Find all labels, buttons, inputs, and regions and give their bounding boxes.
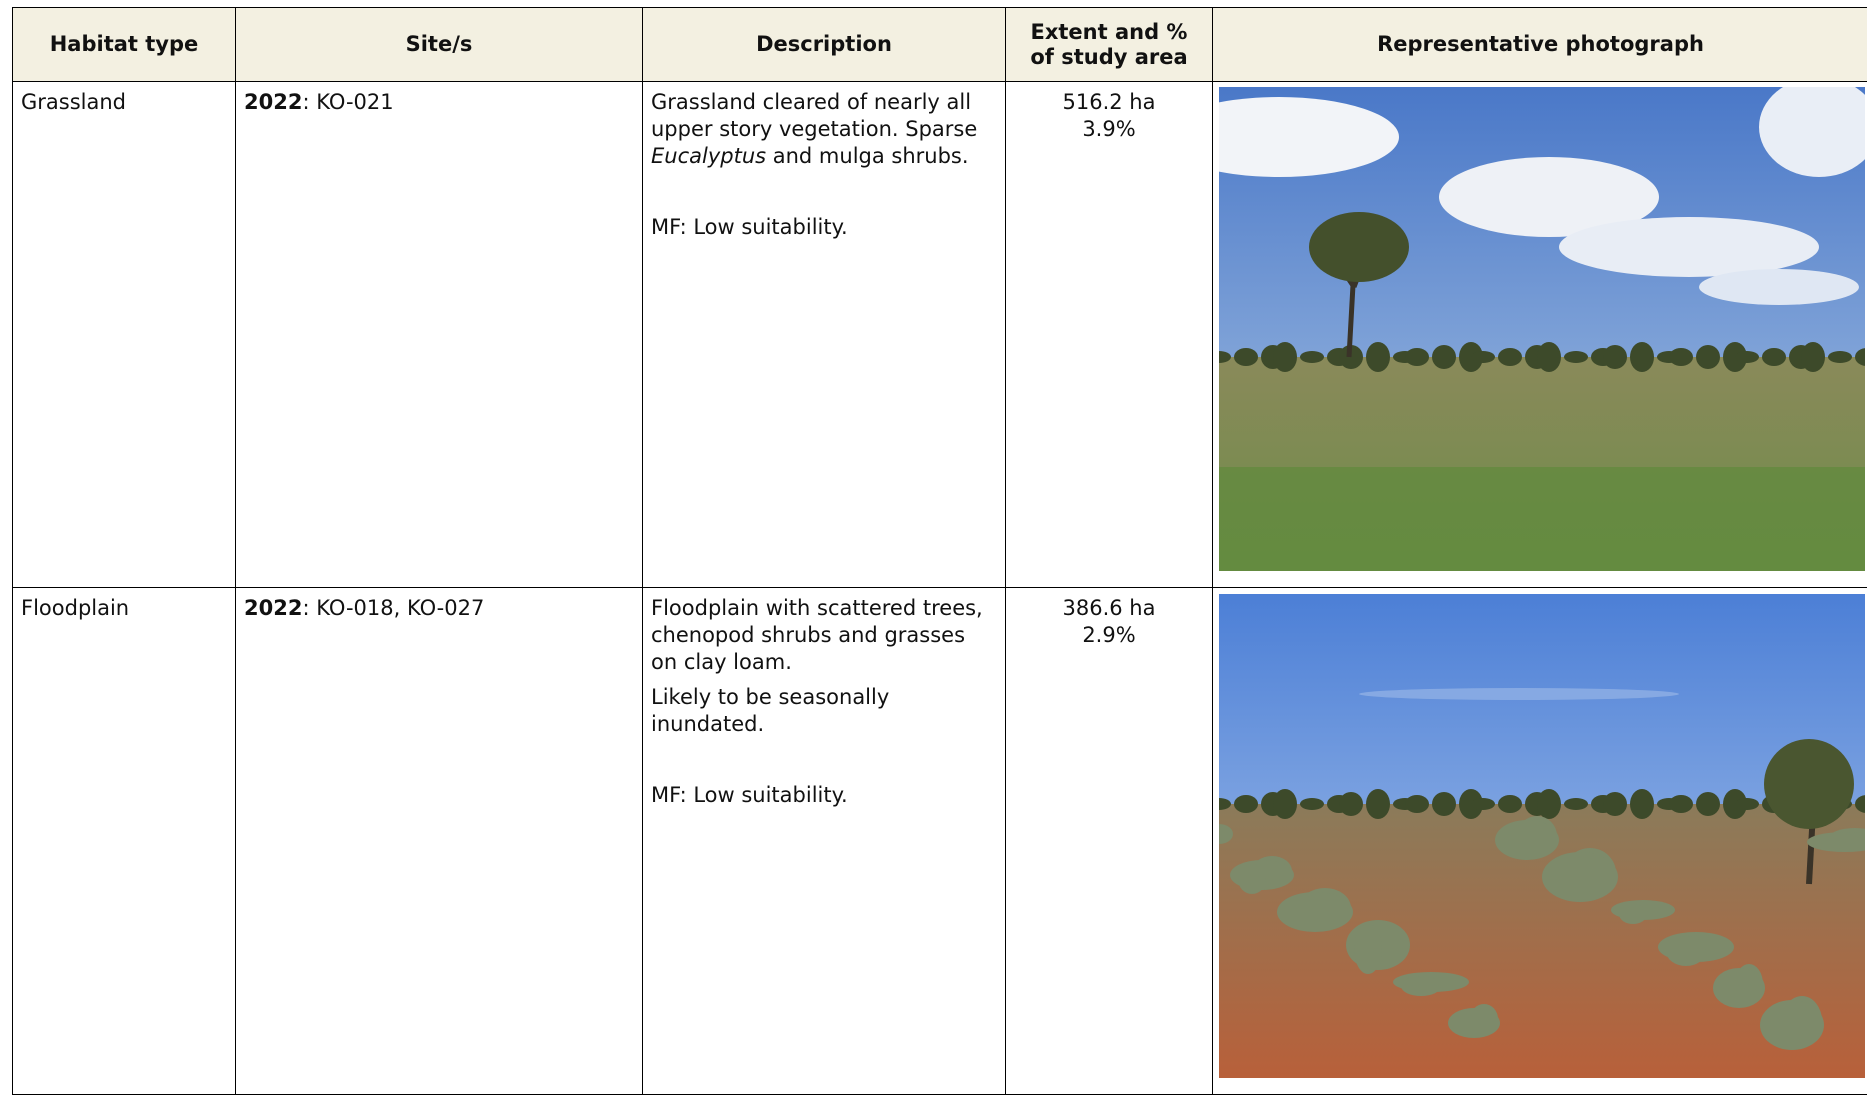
header-cell: Representative photograph (1212, 7, 1867, 82)
extent-value: 516.2 ha (1014, 89, 1204, 116)
description-cell: Floodplain with scattered trees, chenopo… (642, 587, 1006, 1095)
sites-cell: 2022: KO-018, KO-027 (235, 587, 643, 1095)
sites-cell: 2022: KO-021 (235, 81, 643, 588)
description-paragraph: MF: Low suitability. (651, 782, 997, 809)
representative-photograph (1219, 87, 1865, 571)
page: Habitat type Site/s Description Extent and … (0, 0, 1867, 1090)
representative-photograph (1219, 594, 1865, 1078)
sites-text: 2022: KO-021 (244, 89, 634, 116)
header-text: Description (756, 32, 892, 57)
site-list: : KO-021 (302, 90, 393, 114)
extent-value: 386.6 ha (1014, 595, 1204, 622)
habitat-type: Grassland (21, 89, 227, 116)
header-cell: Habitat type (12, 7, 236, 82)
site-year: 2022 (244, 90, 302, 114)
description-text: MF: Low suitability. (651, 215, 848, 239)
header-text: Site/s (406, 32, 473, 57)
extent-value: 3.9% (1014, 116, 1204, 143)
site-list: : KO-018, KO-027 (302, 596, 484, 620)
header-text: Extent and % of study area (1024, 20, 1194, 70)
description-paragraph: MF: Low suitability. (651, 214, 997, 241)
habitat-cell: Floodplain (12, 587, 236, 1095)
site-year: 2022 (244, 596, 302, 620)
header-text: Representative photograph (1377, 32, 1704, 57)
description-paragraph: Floodplain with scattered trees, chenopo… (651, 595, 997, 676)
header-cell: Description (642, 7, 1006, 82)
extent-value: 2.9% (1014, 622, 1204, 649)
header-text: Habitat type (50, 32, 199, 57)
description-text: and mulga shrubs. (766, 144, 968, 168)
description-cell: Grassland cleared of nearly all upper st… (642, 81, 1006, 588)
description-text: MF: Low suitability. (651, 783, 848, 807)
sites-text: 2022: KO-018, KO-027 (244, 595, 634, 622)
description-text: Eucalyptus (651, 144, 766, 168)
description-text: Likely to be seasonally inundated. (651, 685, 889, 736)
habitat-type: Floodplain (21, 595, 227, 622)
description-paragraph: Likely to be seasonally inundated. (651, 684, 997, 738)
habitat-cell: Grassland (12, 81, 236, 588)
description-text: Floodplain with scattered trees, chenopo… (651, 596, 983, 674)
description-text: Grassland cleared of nearly all upper st… (651, 90, 977, 141)
header-cell: Extent and % of study area (1005, 7, 1213, 82)
header-cell: Site/s (235, 7, 643, 82)
description-paragraph: Grassland cleared of nearly all upper st… (651, 89, 997, 170)
